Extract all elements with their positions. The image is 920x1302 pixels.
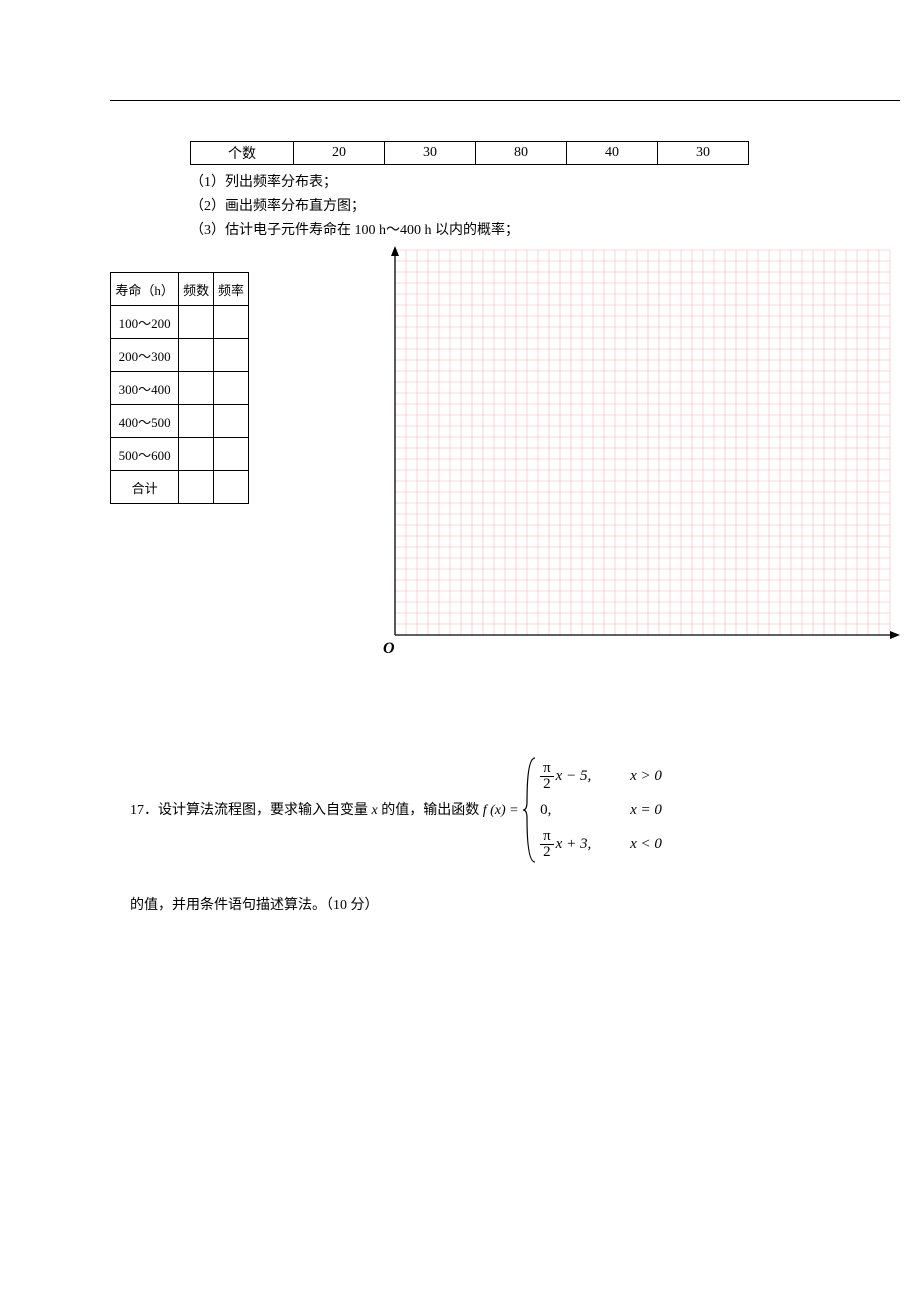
- brace-icon: [523, 756, 537, 864]
- histogram-grid: O: [379, 246, 900, 656]
- cell: [214, 471, 249, 504]
- case-row: π2x + 3, x < 0: [540, 827, 690, 861]
- frequency-table: 寿命（h） 频数 频率 100～200 200～300 300～400 400～…: [110, 272, 249, 504]
- page: 个数 20 30 80 40 30 （1）列出频率分布表； （2）画出频率分布直…: [0, 0, 920, 914]
- cell: [179, 471, 214, 504]
- cell: [179, 339, 214, 372]
- table-row: 500～600: [111, 438, 249, 471]
- q17-before: 设计算法流程图，要求输入自变量: [158, 803, 372, 818]
- cases: π2x − 5, x > 0 0, x = 0 π2x + 3, x < 0: [540, 759, 690, 861]
- fn-label: f (x) =: [483, 803, 519, 818]
- table-row: 400～500: [111, 405, 249, 438]
- cell: 合计: [111, 471, 179, 504]
- cell: 20: [294, 142, 385, 165]
- cell: [179, 405, 214, 438]
- subquestion-1: （1）列出频率分布表；: [190, 171, 900, 195]
- table-row: 100～200: [111, 306, 249, 339]
- table-row: 合计: [111, 471, 249, 504]
- row-label: 个数: [191, 142, 294, 165]
- q17-mid: 的值，输出函数: [378, 803, 483, 818]
- cell: [179, 372, 214, 405]
- cell: 300～400: [111, 372, 179, 405]
- header-cell: 频数: [179, 273, 214, 306]
- q17-tail: 的值，并用条件语句描述算法。（10 分）: [130, 894, 900, 914]
- case-rhs: x < 0: [630, 836, 690, 853]
- cell: [179, 438, 214, 471]
- case-row: 0, x = 0: [540, 793, 690, 827]
- table-row: 个数 20 30 80 40 30: [191, 142, 749, 165]
- subquestion-3: （3）估计电子元件寿命在 100 h～400 h 以内的概率；: [190, 219, 900, 243]
- header-cell: 频率: [214, 273, 249, 306]
- q17-text: 17．设计算法流程图，要求输入自变量 x 的值，输出函数 f (x) =: [130, 798, 519, 823]
- cell: [214, 306, 249, 339]
- case-rhs: x = 0: [630, 802, 690, 819]
- case-lhs: 0,: [540, 802, 630, 819]
- cell: [214, 438, 249, 471]
- subquestion-2: （2）画出频率分布直方图；: [190, 195, 900, 219]
- count-table: 个数 20 30 80 40 30: [190, 141, 749, 165]
- cell: 40: [567, 142, 658, 165]
- grid-svg: [379, 246, 900, 651]
- cell: 500～600: [111, 438, 179, 471]
- case-rhs: x > 0: [630, 768, 690, 785]
- cell: [214, 339, 249, 372]
- question-17: 17．设计算法流程图，要求输入自变量 x 的值，输出函数 f (x) = π2x…: [130, 756, 900, 864]
- piecewise-formula: π2x − 5, x > 0 0, x = 0 π2x + 3, x < 0: [523, 756, 691, 864]
- cell: 200～300: [111, 339, 179, 372]
- case-lhs: π2x − 5,: [540, 761, 630, 792]
- table-row: 寿命（h） 频数 频率: [111, 273, 249, 306]
- cell: [179, 306, 214, 339]
- cell: 100～200: [111, 306, 179, 339]
- cell: 400～500: [111, 405, 179, 438]
- table-row: 300～400: [111, 372, 249, 405]
- origin-label: O: [383, 640, 395, 658]
- cell: 30: [385, 142, 476, 165]
- header-cell: 寿命（h）: [111, 273, 179, 306]
- cell: [214, 372, 249, 405]
- top-rule: [110, 100, 900, 101]
- q17-number: 17．: [130, 803, 158, 818]
- cell: [214, 405, 249, 438]
- table-row: 200～300: [111, 339, 249, 372]
- case-lhs: π2x + 3,: [540, 829, 630, 860]
- work-area: 寿命（h） 频数 频率 100～200 200～300 300～400 400～…: [110, 272, 900, 656]
- cell: 30: [658, 142, 749, 165]
- case-row: π2x − 5, x > 0: [540, 759, 690, 793]
- cell: 80: [476, 142, 567, 165]
